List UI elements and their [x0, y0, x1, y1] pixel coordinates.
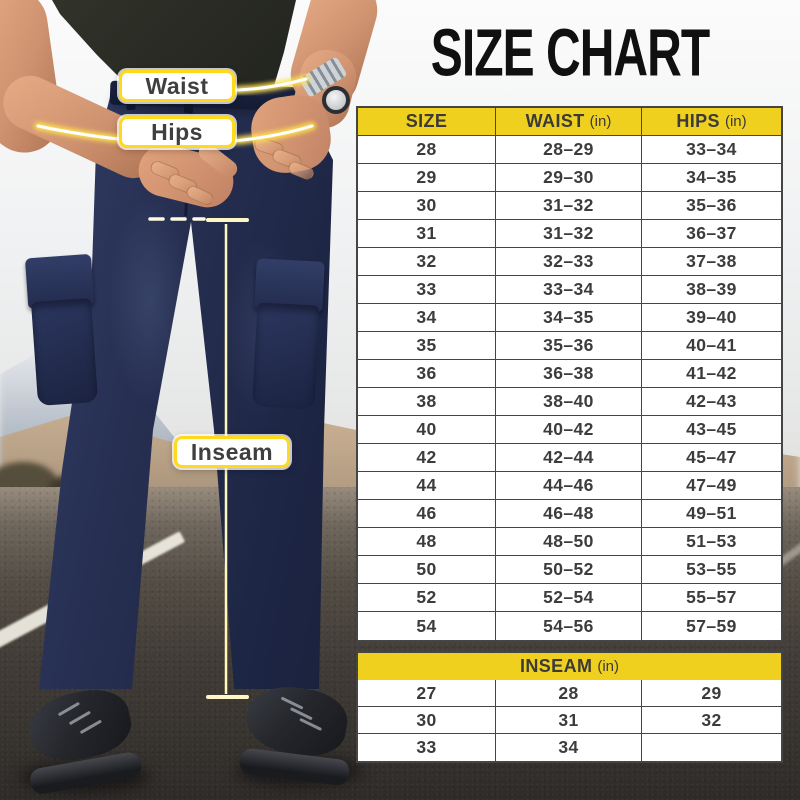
hips-label-text: Hips — [151, 118, 203, 145]
inseam-table-cell: 30 — [358, 707, 496, 734]
size-table-cell: 57–59 — [642, 612, 781, 640]
inseam-table-header: INSEAM (in) — [358, 653, 781, 681]
size-table-column-header: HIPS (in) — [642, 108, 781, 136]
size-table-cell: 52–54 — [496, 584, 642, 612]
size-table-cell: 40–41 — [642, 332, 781, 360]
waist-label: Waist — [119, 70, 235, 102]
size-table-cell: 29 — [358, 164, 496, 192]
inseam-table-cell: 34 — [496, 734, 642, 761]
size-table-cell: 55–57 — [642, 584, 781, 612]
inseam-table: INSEAM (in) 27 28 29 30 31 32 33 34 — [356, 651, 783, 763]
size-table-cell: 48–50 — [496, 528, 642, 556]
size-table-cell: 47–49 — [642, 472, 781, 500]
size-table-cell: 36–38 — [496, 360, 642, 388]
size-table-cell: 42–44 — [496, 444, 642, 472]
size-table-cell: 34–35 — [642, 164, 781, 192]
size-table-cell: 54 — [358, 612, 496, 640]
waist-label-text: Waist — [145, 72, 209, 99]
size-table-cell: 34 — [358, 304, 496, 332]
size-table-cell: 49–51 — [642, 500, 781, 528]
inseam-table-cell — [642, 734, 781, 761]
model-shoe-right — [237, 680, 357, 787]
size-table-cell: 45–47 — [642, 444, 781, 472]
size-table-cell: 30 — [358, 192, 496, 220]
size-table: SIZE WAIST (in) HIPS (in) 28 28–29 33–34 29 29–30… — [356, 106, 783, 642]
size-table-cell: 39–40 — [642, 304, 781, 332]
inseam-label-text: Inseam — [190, 438, 274, 465]
size-table-cell: 35–36 — [642, 192, 781, 220]
size-table-cell: 42 — [358, 444, 496, 472]
inseam-table-cell: 28 — [496, 680, 642, 707]
size-table-cell: 28–29 — [496, 136, 642, 164]
size-table-cell: 44–46 — [496, 472, 642, 500]
size-table-cell: 28 — [358, 136, 496, 164]
size-table-cell: 33 — [358, 276, 496, 304]
size-table-cell: 31–32 — [496, 220, 642, 248]
size-table-cell: 34–35 — [496, 304, 642, 332]
size-table-cell: 48 — [358, 528, 496, 556]
size-table-cell: 50–52 — [496, 556, 642, 584]
size-table-cell: 51–53 — [642, 528, 781, 556]
size-table-cell: 38 — [358, 388, 496, 416]
size-table-cell: 31–32 — [496, 192, 642, 220]
size-table-cell: 44 — [358, 472, 496, 500]
size-table-cell: 35–36 — [496, 332, 642, 360]
wrist-watch — [322, 86, 350, 114]
size-table-cell: 38–39 — [642, 276, 781, 304]
inseam-table-cell: 32 — [642, 707, 781, 734]
inseam-label: Inseam — [174, 436, 290, 468]
size-table-cell: 54–56 — [496, 612, 642, 640]
size-table-cell: 53–55 — [642, 556, 781, 584]
inseam-table-cell: 29 — [642, 680, 781, 707]
size-table-cell: 42–43 — [642, 388, 781, 416]
size-table-cell: 33–34 — [496, 276, 642, 304]
size-table-column-header: WAIST (in) — [496, 108, 642, 136]
size-table-cell: 33–34 — [642, 136, 781, 164]
size-table-column-header: SIZE — [358, 108, 496, 136]
size-table-cell: 31 — [358, 220, 496, 248]
size-table-cell: 50 — [358, 556, 496, 584]
inseam-table-cell: 27 — [358, 680, 496, 707]
size-table-cell: 38–40 — [496, 388, 642, 416]
size-table-cell: 41–42 — [642, 360, 781, 388]
size-table-cell: 37–38 — [642, 248, 781, 276]
cargo-pocket-right — [249, 258, 325, 410]
size-table-cell: 52 — [358, 584, 496, 612]
size-table-cell: 36 — [358, 360, 496, 388]
belt-loop — [184, 92, 193, 113]
size-table-cell: 32 — [358, 248, 496, 276]
inseam-table-cell: 31 — [496, 707, 642, 734]
size-table-cell: 40 — [358, 416, 496, 444]
cargo-pocket-left — [24, 253, 101, 406]
model-shoe-left — [21, 682, 148, 796]
size-table-cell: 46–48 — [496, 500, 642, 528]
page-title: SIZE CHART — [430, 15, 709, 91]
size-table-cell: 46 — [358, 500, 496, 528]
size-table-cell: 32–33 — [496, 248, 642, 276]
size-table-cell: 36–37 — [642, 220, 781, 248]
size-table-cell: 40–42 — [496, 416, 642, 444]
inseam-table-cell: 33 — [358, 734, 496, 761]
size-table-cell: 29–30 — [496, 164, 642, 192]
size-table-cell: 35 — [358, 332, 496, 360]
size-table-cell: 43–45 — [642, 416, 781, 444]
hips-label: Hips — [119, 116, 235, 148]
